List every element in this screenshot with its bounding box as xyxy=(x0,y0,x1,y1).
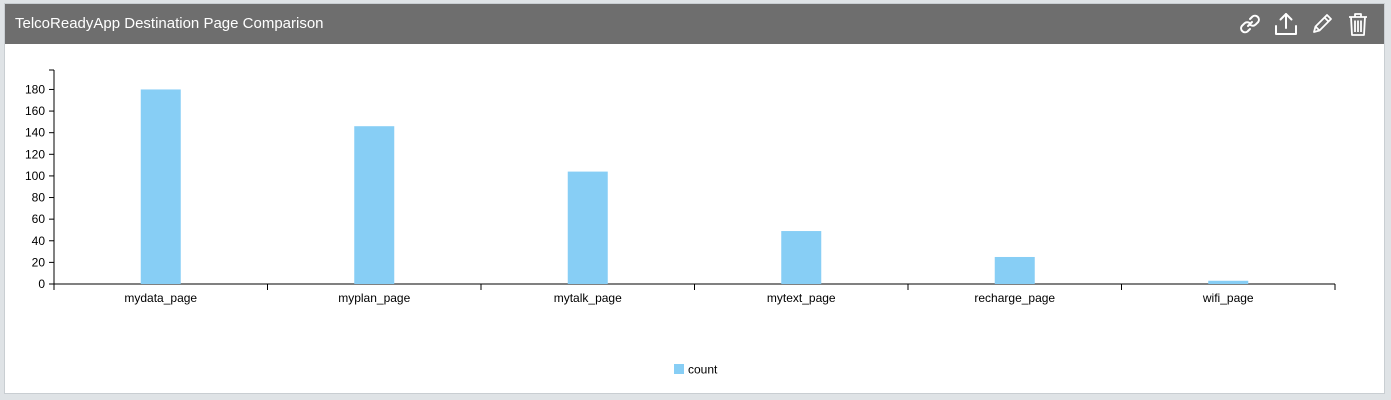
y-tick-label: 80 xyxy=(32,191,46,205)
bar-mydata_page[interactable] xyxy=(140,89,181,284)
x-tick-label: recharge_page xyxy=(974,291,1055,305)
export-button[interactable] xyxy=(1270,8,1302,40)
chart-panel: TelcoReadyApp Destination Page Compariso… xyxy=(4,3,1385,394)
legend-label-count[interactable]: count xyxy=(688,363,718,377)
upload-icon xyxy=(1275,13,1297,35)
link-button[interactable] xyxy=(1234,8,1266,40)
bar-mytalk_page[interactable] xyxy=(567,171,608,284)
bar-mytext_page[interactable] xyxy=(781,231,822,284)
y-tick-label: 100 xyxy=(25,169,45,183)
x-tick-label: mytalk_page xyxy=(554,291,622,305)
y-tick-label: 140 xyxy=(25,126,45,140)
bar-recharge_page[interactable] xyxy=(994,256,1035,284)
trash-icon xyxy=(1349,13,1367,36)
panel-toolbar xyxy=(1234,8,1374,40)
y-tick-label: 180 xyxy=(25,82,45,96)
legend-swatch-count[interactable] xyxy=(674,364,684,374)
y-tick-label: 0 xyxy=(38,277,45,291)
x-tick-label: mytext_page xyxy=(767,291,836,305)
x-tick-label: myplan_page xyxy=(338,291,410,305)
bar-chart: 0 20 40 60 80 100 120 140 160 180 mydata_page mypla… xyxy=(25,69,1336,377)
x-tick-label: wifi_page xyxy=(1202,291,1254,305)
edit-button[interactable] xyxy=(1306,8,1338,40)
y-tick-label: 120 xyxy=(25,147,45,161)
y-tick-label: 20 xyxy=(32,255,46,269)
link-icon xyxy=(1240,14,1260,34)
pencil-icon xyxy=(1313,14,1332,33)
y-tick-label: 60 xyxy=(32,212,46,226)
y-tick-label: 160 xyxy=(25,104,45,118)
bar-myplan_page[interactable] xyxy=(354,126,395,284)
panel-title: TelcoReadyApp Destination Page Compariso… xyxy=(15,15,324,32)
panel-header: TelcoReadyApp Destination Page Compariso… xyxy=(5,4,1384,44)
y-tick-label: 40 xyxy=(32,234,46,248)
x-tick-label: mydata_page xyxy=(124,291,197,305)
bar-wifi_page[interactable] xyxy=(1208,280,1249,284)
delete-button[interactable] xyxy=(1342,8,1374,40)
